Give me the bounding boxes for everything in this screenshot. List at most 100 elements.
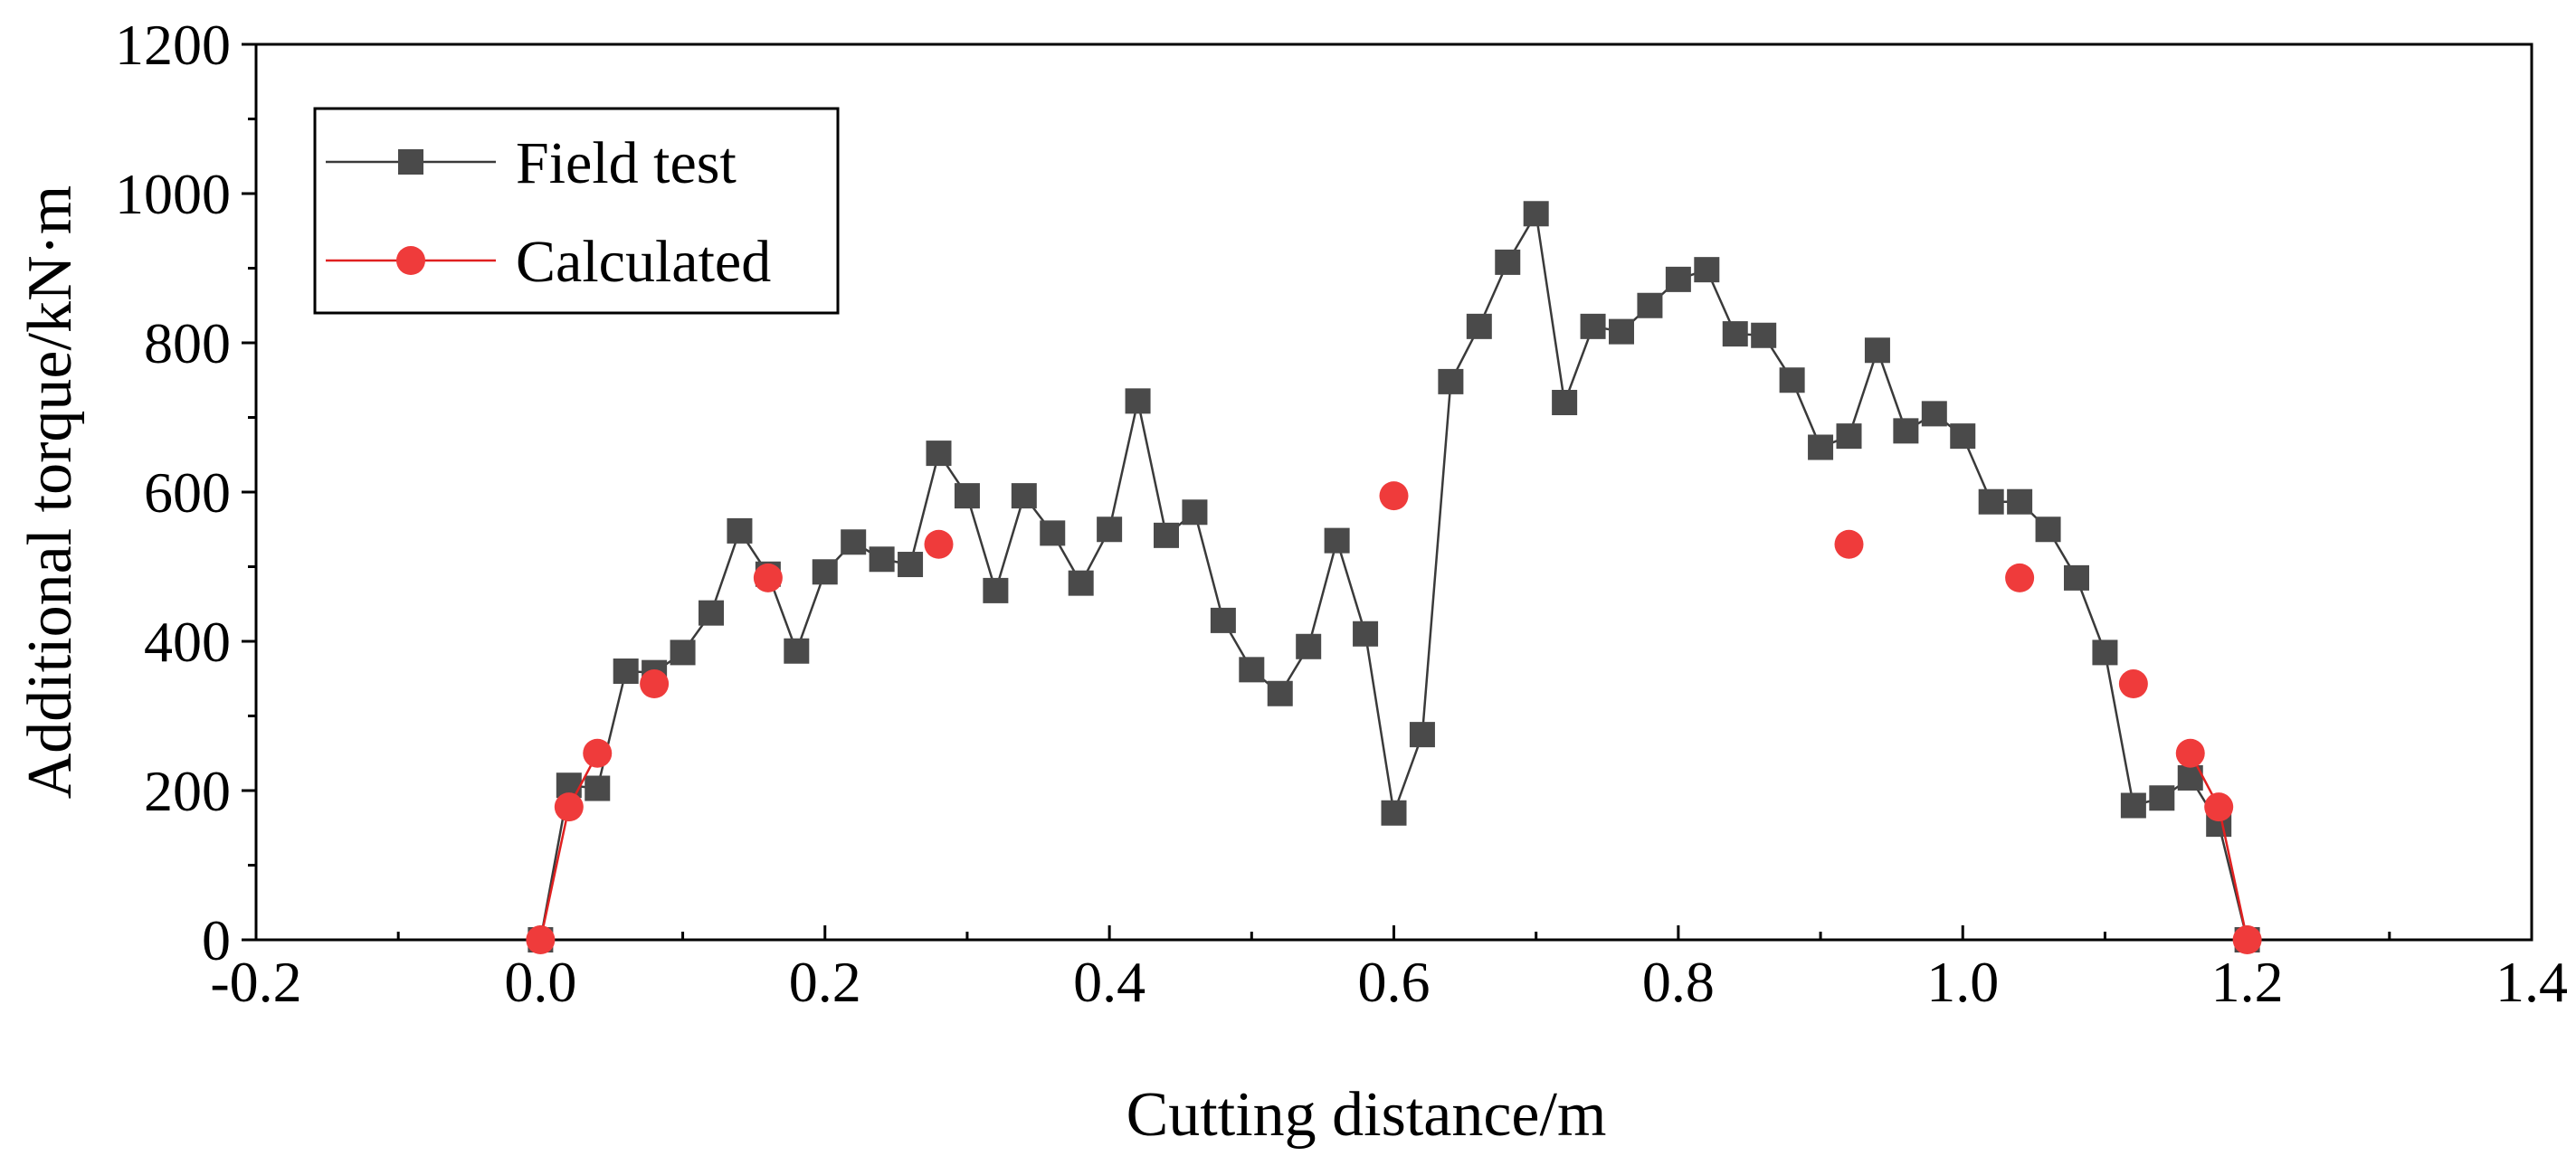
field-test-point — [1552, 390, 1578, 415]
x-tick-label-0_8: 0.8 — [1642, 950, 1715, 1014]
calculated-point — [1834, 529, 1864, 559]
field-test-point — [2092, 640, 2118, 666]
field-test-point — [2149, 785, 2175, 811]
field-test-point — [1637, 292, 1663, 318]
field-test-point — [1950, 423, 1976, 450]
calculated-point — [2204, 792, 2234, 822]
field-test-point — [2007, 488, 2033, 515]
field-test-point — [1011, 483, 1037, 509]
calculated-point — [1379, 481, 1409, 511]
legend-label-calculated: Calculated — [516, 229, 771, 295]
field-test-point — [784, 638, 810, 664]
field-test-point — [1466, 313, 1492, 339]
y-tick-label-1000: 1000 — [115, 162, 231, 226]
calculated-point — [583, 738, 613, 768]
field-test-point — [1779, 367, 1805, 393]
field-test-point — [2035, 516, 2061, 543]
y-tick-label-1200: 1200 — [115, 13, 231, 77]
field-test-point — [869, 546, 895, 573]
legend-label-field-test: Field test — [516, 130, 737, 196]
field-test-point — [1978, 488, 2004, 515]
x-axis-ticks — [254, 925, 2533, 940]
field-test-point — [1409, 722, 1435, 748]
field-test-point — [1609, 318, 1634, 345]
legend-marker-field-test — [398, 149, 423, 175]
field-test-line — [539, 210, 2248, 941]
legend-item-field-test: Field test — [326, 130, 737, 196]
field-test-point — [1154, 522, 1179, 548]
field-test-point — [1068, 570, 1094, 596]
x-tick-label-0_2: 0.2 — [789, 950, 861, 1014]
field-test-point — [1097, 516, 1123, 543]
y-tick-label-400: 400 — [144, 610, 231, 674]
field-test-point — [727, 517, 753, 544]
legend: Field test Calculated — [313, 107, 840, 315]
x-tick-label-neg0_2: -0.2 — [210, 950, 301, 1014]
field-test-point — [1523, 201, 1549, 227]
x-tick-label-0_4: 0.4 — [1073, 950, 1145, 1014]
field-test-point — [1893, 418, 1919, 444]
y-axis-ticks — [242, 43, 256, 942]
field-test-point — [983, 577, 1009, 603]
field-test-point — [1836, 423, 1862, 450]
field-test-point — [841, 529, 867, 555]
field-test-point — [1722, 321, 1748, 347]
field-test-point — [1182, 499, 1208, 526]
y-axis-tick-labels: 0 200 400 600 800 1000 1200 — [115, 13, 231, 972]
field-test-point — [1694, 257, 1720, 283]
field-test-point — [1438, 368, 1464, 394]
legend-box — [313, 107, 840, 315]
calculated-point — [554, 792, 584, 822]
field-test-point — [1495, 249, 1521, 275]
field-test-point — [812, 559, 838, 585]
field-test-point — [1125, 388, 1151, 414]
calculated-line-segment — [539, 806, 571, 941]
field-test-point — [1267, 680, 1293, 706]
y-axis-title: Additional torque/kN·m — [15, 185, 85, 800]
field-test-point — [1580, 313, 1606, 339]
y-tick-label-800: 800 — [144, 311, 231, 375]
x-tick-label-1_4: 1.4 — [2495, 950, 2568, 1014]
field-test-point — [1808, 434, 1834, 460]
field-test-point — [699, 600, 724, 626]
field-test-point — [1296, 633, 1322, 659]
calculated-point — [924, 529, 954, 559]
series-field-test — [528, 201, 2260, 952]
y-tick-label-0: 0 — [202, 908, 231, 972]
field-test-point — [2120, 792, 2146, 819]
field-test-point — [1353, 621, 1379, 647]
series-layer — [526, 201, 2262, 954]
field-test-point — [1751, 322, 1777, 348]
field-test-point — [2064, 564, 2089, 591]
calculated-line-segment — [2217, 806, 2248, 941]
calculated-point — [753, 563, 783, 592]
calculated-point — [2175, 738, 2205, 768]
field-test-point — [954, 483, 980, 509]
x-axis-tick-labels: -0.2 0.0 0.2 0.4 0.6 0.8 1.0 1.2 1.4 — [210, 950, 2568, 1014]
series-calculated — [526, 481, 2262, 954]
field-test-point — [926, 441, 952, 467]
field-test-point — [1381, 800, 1407, 826]
calculated-point — [526, 925, 556, 954]
calculated-point — [2118, 669, 2148, 699]
legend-marker-calculated — [396, 246, 425, 275]
field-test-point — [898, 552, 924, 578]
field-test-point — [1665, 266, 1691, 292]
field-test-point — [1864, 337, 1890, 364]
y-tick-label-200: 200 — [144, 759, 231, 823]
field-test-point — [1239, 657, 1265, 683]
legend-item-calculated: Calculated — [326, 229, 771, 295]
x-axis-title: Cutting distance/m — [1126, 1080, 1607, 1150]
calculated-point — [640, 669, 670, 699]
y-tick-label-600: 600 — [144, 460, 231, 525]
field-test-point — [670, 640, 696, 666]
x-tick-label-1_2: 1.2 — [2211, 950, 2284, 1014]
x-tick-label-1: 1.0 — [1926, 950, 1999, 1014]
field-test-point — [1921, 401, 1947, 427]
x-tick-label-0: 0.0 — [504, 950, 576, 1014]
field-test-point — [1040, 520, 1066, 546]
field-test-point — [1210, 607, 1236, 633]
field-test-point — [585, 775, 611, 801]
field-test-point — [613, 659, 639, 684]
